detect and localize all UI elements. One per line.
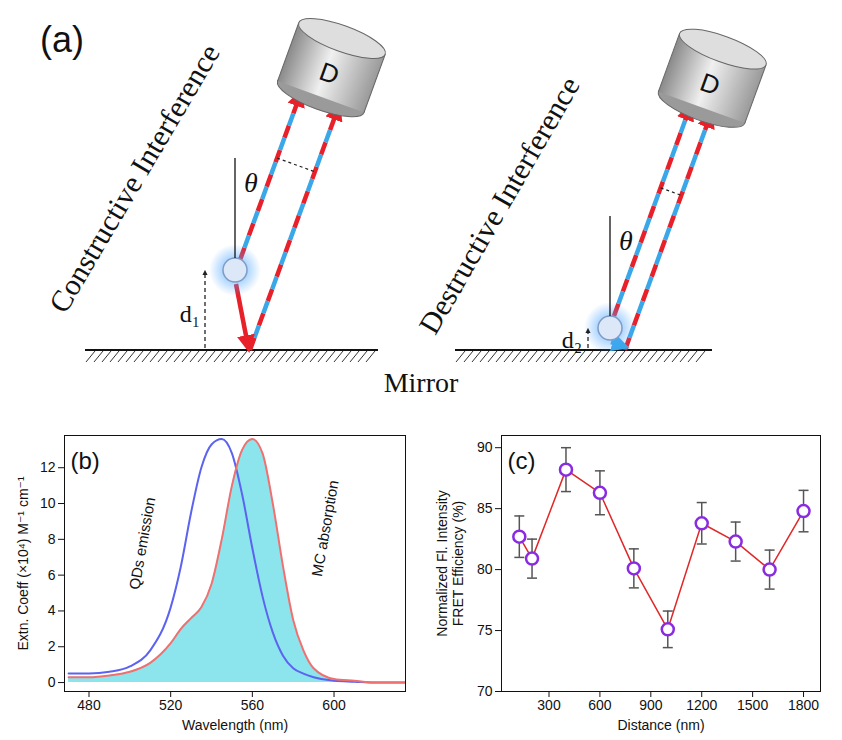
svg-text:4: 4 xyxy=(48,602,56,618)
svg-text:D: D xyxy=(315,56,343,91)
svg-text:600: 600 xyxy=(588,697,612,713)
svg-text:θ: θ xyxy=(244,167,258,198)
svg-text:900: 900 xyxy=(639,697,663,713)
svg-text:2: 2 xyxy=(48,638,56,654)
svg-text:QDs emission: QDs emission xyxy=(125,496,158,591)
svg-text:90: 90 xyxy=(477,439,493,455)
svg-text:560: 560 xyxy=(241,697,265,713)
svg-text:θ: θ xyxy=(619,225,633,256)
svg-text:85: 85 xyxy=(477,500,493,516)
svg-text:0: 0 xyxy=(48,674,56,690)
svg-text:Constructive Interference: Constructive Interference xyxy=(42,38,226,318)
svg-text:520: 520 xyxy=(159,697,183,713)
svg-text:Wavelength (nm): Wavelength (nm) xyxy=(182,717,288,733)
svg-text:80: 80 xyxy=(477,561,493,577)
svg-text:75: 75 xyxy=(477,622,493,638)
svg-text:480: 480 xyxy=(77,697,101,713)
svg-text:Extn. Coeff (×10⁴) M⁻¹ cm⁻¹: Extn. Coeff (×10⁴) M⁻¹ cm⁻¹ xyxy=(15,476,31,651)
svg-text:d₁: d₁ xyxy=(180,301,200,327)
svg-text:12: 12 xyxy=(40,459,56,475)
svg-text:(b): (b) xyxy=(71,447,100,474)
svg-text:Mirror: Mirror xyxy=(384,367,459,398)
svg-text:10: 10 xyxy=(40,495,56,511)
svg-text:D: D xyxy=(696,67,724,102)
svg-text:(a): (a) xyxy=(40,19,84,60)
svg-text:600: 600 xyxy=(322,697,346,713)
svg-text:(c): (c) xyxy=(508,447,536,474)
svg-text:1200: 1200 xyxy=(686,697,717,713)
svg-text:1800: 1800 xyxy=(788,697,819,713)
svg-text:6: 6 xyxy=(48,567,56,583)
svg-text:Destructive Interference: Destructive Interference xyxy=(412,71,586,339)
svg-text:300: 300 xyxy=(537,697,561,713)
svg-text:d₂: d₂ xyxy=(562,327,582,353)
svg-text:70: 70 xyxy=(477,683,493,699)
svg-text:8: 8 xyxy=(48,531,56,547)
svg-text:Normalized Fl. IntensityFRET E: Normalized Fl. IntensityFRET Efficiency … xyxy=(434,490,466,636)
svg-text:1500: 1500 xyxy=(737,697,768,713)
svg-text:MC absorption: MC absorption xyxy=(308,479,342,578)
svg-text:Distance (nm): Distance (nm) xyxy=(617,717,704,733)
